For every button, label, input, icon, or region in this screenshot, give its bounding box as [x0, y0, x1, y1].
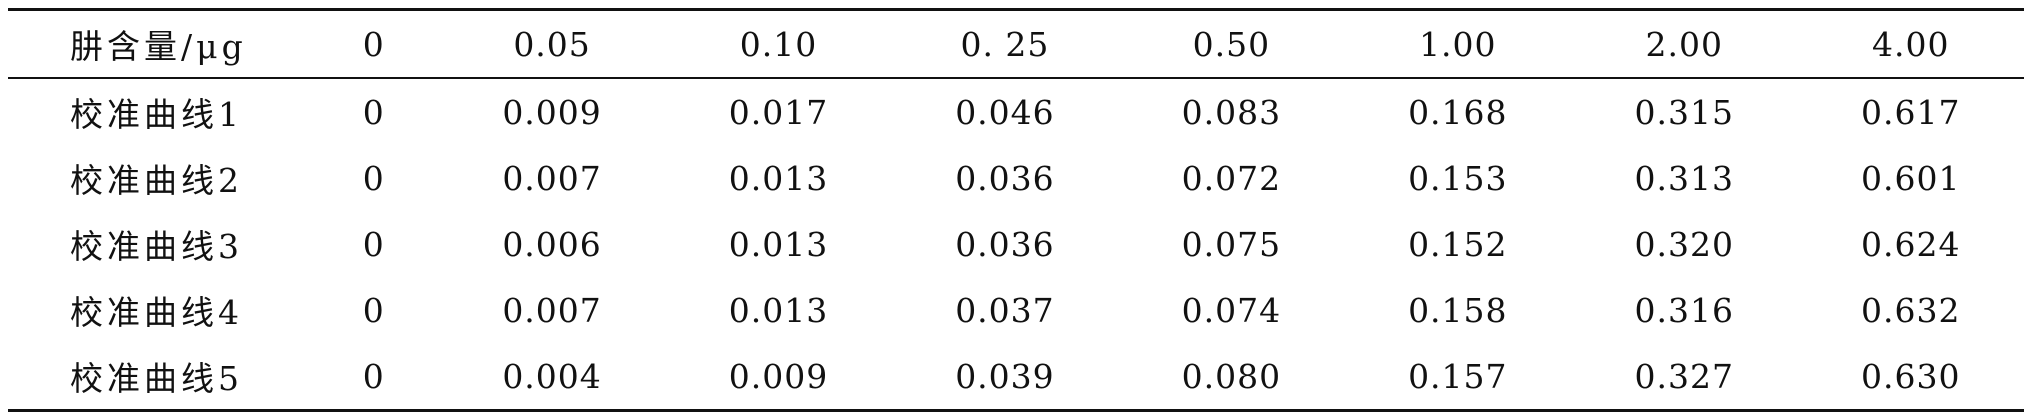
table-cell: 0.617 [1860, 92, 1961, 132]
table-cell: 0.074 [1181, 290, 1282, 330]
table-cell: 0.158 [1408, 290, 1508, 330]
table-row: 校准曲线1 0 0.009 0.017 0.046 0.083 0.168 0.… [8, 78, 2024, 145]
table-cell: 0.006 [502, 224, 602, 264]
header-cell: 2.00 [1645, 24, 1723, 64]
table-cell: 0.017 [728, 92, 829, 132]
table-cell: 0.072 [1181, 158, 1282, 198]
table-cell: 0.152 [1408, 224, 1508, 264]
table-cell: 0.315 [1634, 92, 1734, 132]
table-cell: 0.624 [1860, 224, 1961, 264]
table-cell: 0.037 [955, 290, 1055, 330]
row-label: 校准曲线4 [70, 293, 243, 332]
table-cell: 0 [362, 356, 385, 396]
header-cell: 1.00 [1419, 24, 1497, 64]
header-cell: 0.05 [513, 24, 591, 64]
table-cell: 0.168 [1408, 92, 1508, 132]
table-cell: 0.013 [728, 224, 829, 264]
table-cell: 0.316 [1634, 290, 1734, 330]
table-row: 校准曲线5 0 0.004 0.009 0.039 0.080 0.157 0.… [8, 343, 2024, 411]
table-cell: 0.004 [502, 356, 602, 396]
table-cell: 0.630 [1860, 356, 1961, 396]
table-cell: 0.013 [728, 158, 829, 198]
table-row: 校准曲线4 0 0.007 0.013 0.037 0.074 0.158 0.… [8, 277, 2024, 343]
calibration-table: 肼含量/μg 0 0.05 0.10 0. 25 0.50 1.00 2.00 … [8, 8, 2024, 412]
table-cell: 0.632 [1860, 290, 1961, 330]
header-row: 肼含量/μg 0 0.05 0.10 0. 25 0.50 1.00 2.00 … [8, 9, 2024, 78]
table-cell: 0.009 [502, 92, 602, 132]
table-cell: 0.083 [1181, 92, 1282, 132]
row-label: 校准曲线3 [70, 227, 243, 266]
row-label: 校准曲线2 [70, 161, 243, 200]
table-cell: 0.009 [728, 356, 829, 396]
header-cell: 4.00 [1871, 24, 1950, 64]
table-cell: 0.153 [1408, 158, 1508, 198]
table-cell: 0.039 [955, 356, 1055, 396]
table-cell: 0.013 [728, 290, 829, 330]
table-cell: 0 [362, 224, 385, 264]
table-header: 肼含量/μg 0 0.05 0.10 0. 25 0.50 1.00 2.00 … [8, 9, 2024, 78]
table-cell: 0.601 [1860, 158, 1961, 198]
table-cell: 0 [362, 158, 385, 198]
header-cell: 0. 25 [960, 24, 1050, 64]
table-row: 校准曲线2 0 0.007 0.013 0.036 0.072 0.153 0.… [8, 145, 2024, 211]
header-cell: 0 [362, 24, 385, 64]
table-cell: 0.075 [1181, 224, 1282, 264]
header-cell: 0.50 [1192, 24, 1271, 64]
table-row: 校准曲线3 0 0.006 0.013 0.036 0.075 0.152 0.… [8, 211, 2024, 277]
table-cell: 0.007 [502, 158, 602, 198]
header-cell: 0.10 [739, 24, 818, 64]
table-cell: 0.157 [1408, 356, 1508, 396]
table-cell: 0.036 [955, 158, 1055, 198]
table-cell: 0.007 [502, 290, 602, 330]
table-cell: 0.320 [1634, 224, 1734, 264]
table-cell: 0 [362, 92, 385, 132]
table-cell: 0.046 [955, 92, 1055, 132]
header-cell-hydrazine-content: 肼含量/μg [70, 27, 247, 66]
table-body: 校准曲线1 0 0.009 0.017 0.046 0.083 0.168 0.… [8, 78, 2024, 411]
table-cell: 0.327 [1634, 356, 1734, 396]
table-cell: 0 [362, 290, 385, 330]
table-cell: 0.080 [1181, 356, 1282, 396]
table-cell: 0.313 [1634, 158, 1734, 198]
table-cell: 0.036 [955, 224, 1055, 264]
row-label: 校准曲线1 [70, 95, 243, 134]
row-label: 校准曲线5 [70, 359, 243, 398]
calibration-table-container: 肼含量/μg 0 0.05 0.10 0. 25 0.50 1.00 2.00 … [8, 8, 2024, 412]
